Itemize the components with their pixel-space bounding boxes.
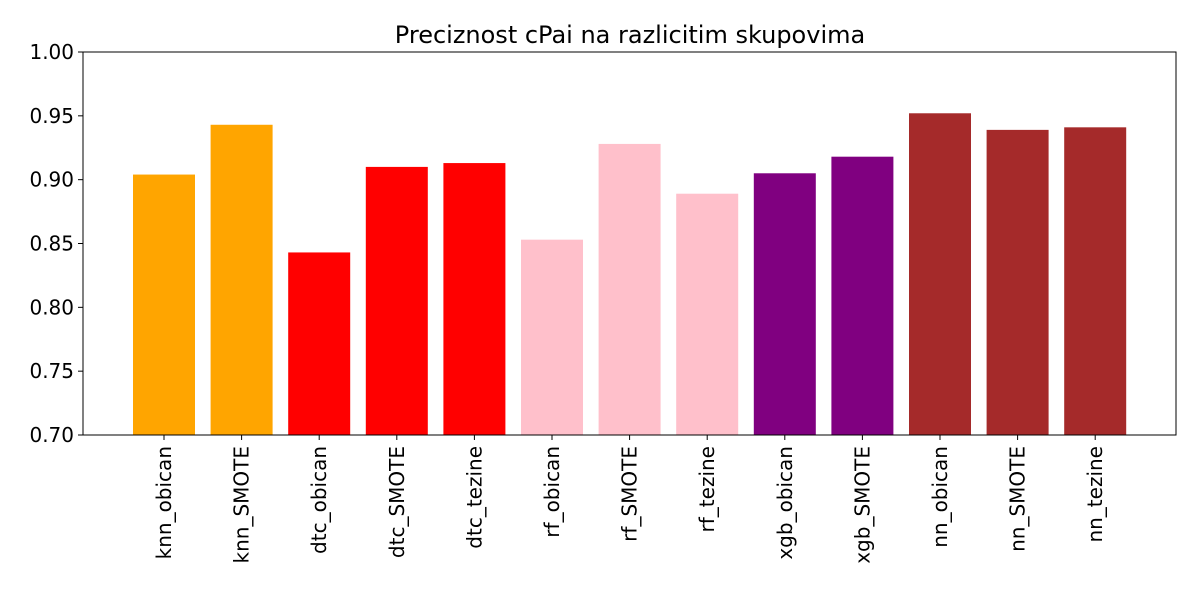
bar-knn_SMOTE	[210, 124, 273, 436]
x-tick-label-dtc_tezine: dtc_tezine	[462, 446, 486, 549]
x-tick-label-dtc_SMOTE: dtc_SMOTE	[385, 446, 409, 558]
x-tick-label-knn_obican: knn_obican	[152, 446, 176, 559]
y-tick-label: 0.80	[29, 295, 74, 319]
y-tick-label: 1.00	[29, 40, 74, 64]
bar-dtc_tezine	[443, 163, 506, 435]
x-tick-label-rf_obican: rf_obican	[540, 446, 564, 538]
x-tick-label-nn_SMOTE: nn_SMOTE	[1006, 446, 1030, 552]
bar-nn_SMOTE	[986, 129, 1049, 436]
chart-title: Preciznost cPai na razlicitim skupovima	[395, 21, 865, 49]
x-tick-label-rf_SMOTE: rf_SMOTE	[618, 446, 642, 542]
bar-xgb_SMOTE	[831, 156, 894, 436]
bar-nn_obican	[909, 113, 971, 435]
x-tick-label-xgb_SMOTE: xgb_SMOTE	[850, 446, 874, 564]
x-tick-label-knn_SMOTE: knn_SMOTE	[230, 446, 254, 563]
y-tick-label: 0.85	[29, 232, 74, 256]
bar-nn_tezine	[1064, 127, 1127, 435]
x-tick-label-rf_tezine: rf_tezine	[695, 446, 719, 532]
bar-rf_obican	[521, 239, 583, 435]
x-axis: knn_obican knn_SMOTE dtc_obican dtc_SMOTE dt…	[152, 435, 1107, 564]
y-tick-label: 0.90	[29, 168, 74, 192]
bars-layer	[133, 113, 1127, 436]
y-tick-label: 0.70	[29, 423, 74, 447]
bar-dtc_SMOTE	[365, 166, 428, 435]
bar-xgb_obican	[753, 173, 816, 436]
plot-area-frame	[82, 51, 1177, 436]
bar-rf_tezine	[676, 193, 739, 435]
bar-dtc_obican	[288, 252, 351, 435]
y-axis: 0.70 0.75 0.80 0.85 0.90 0.95 1.00	[29, 40, 83, 447]
x-tick-label-xgb_obican: xgb_obican	[773, 446, 797, 560]
bar-knn_obican	[133, 174, 195, 435]
y-tick-label: 0.75	[29, 359, 74, 383]
y-tick-label: 0.95	[29, 104, 74, 128]
x-tick-label-dtc_obican: dtc_obican	[307, 446, 331, 554]
bar-rf_SMOTE	[598, 143, 661, 436]
x-tick-label-nn_tezine: nn_tezine	[1083, 446, 1107, 543]
x-tick-label-nn_obican: nn_obican	[928, 446, 952, 548]
